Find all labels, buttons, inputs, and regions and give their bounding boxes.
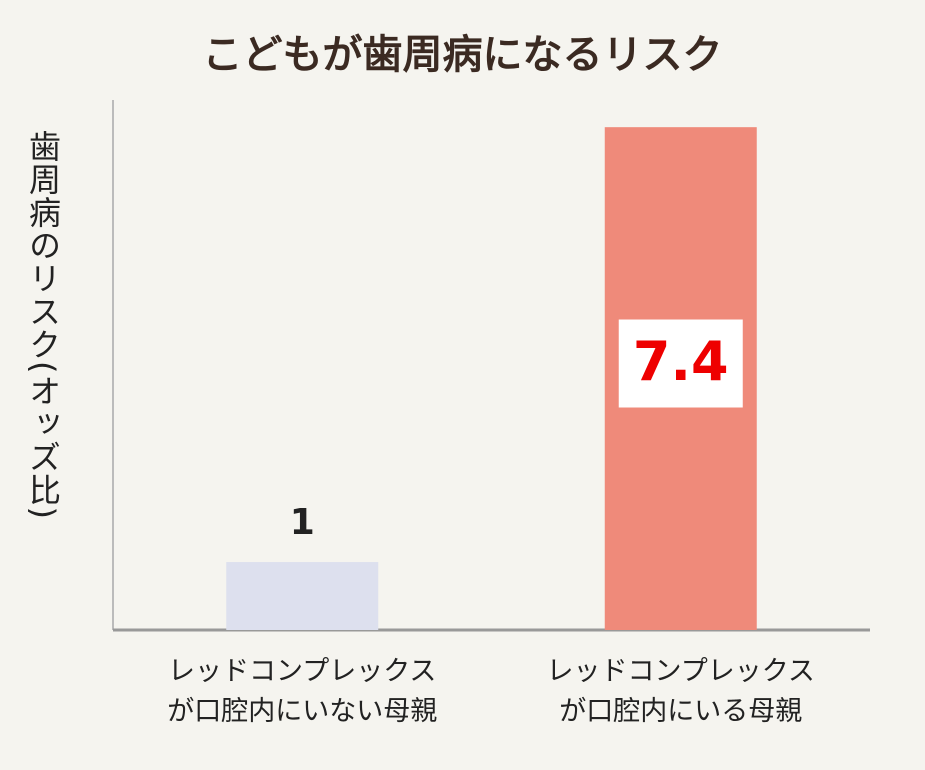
x-tick-label: レッドコンプレックス が口腔内にいない母親 xyxy=(167,656,438,727)
value-label: 7.4 xyxy=(633,330,729,393)
value-label-box xyxy=(618,319,743,408)
chart-title: こどもが歯周病になるリスク xyxy=(202,32,723,78)
x-tick-label: レッドコンプレックス が口腔内にいる母親 xyxy=(546,656,815,727)
y-axis-label: 歯周病のリスク(オッズ比) xyxy=(24,130,62,520)
value-label: 1 xyxy=(290,502,315,543)
bar xyxy=(226,562,379,630)
